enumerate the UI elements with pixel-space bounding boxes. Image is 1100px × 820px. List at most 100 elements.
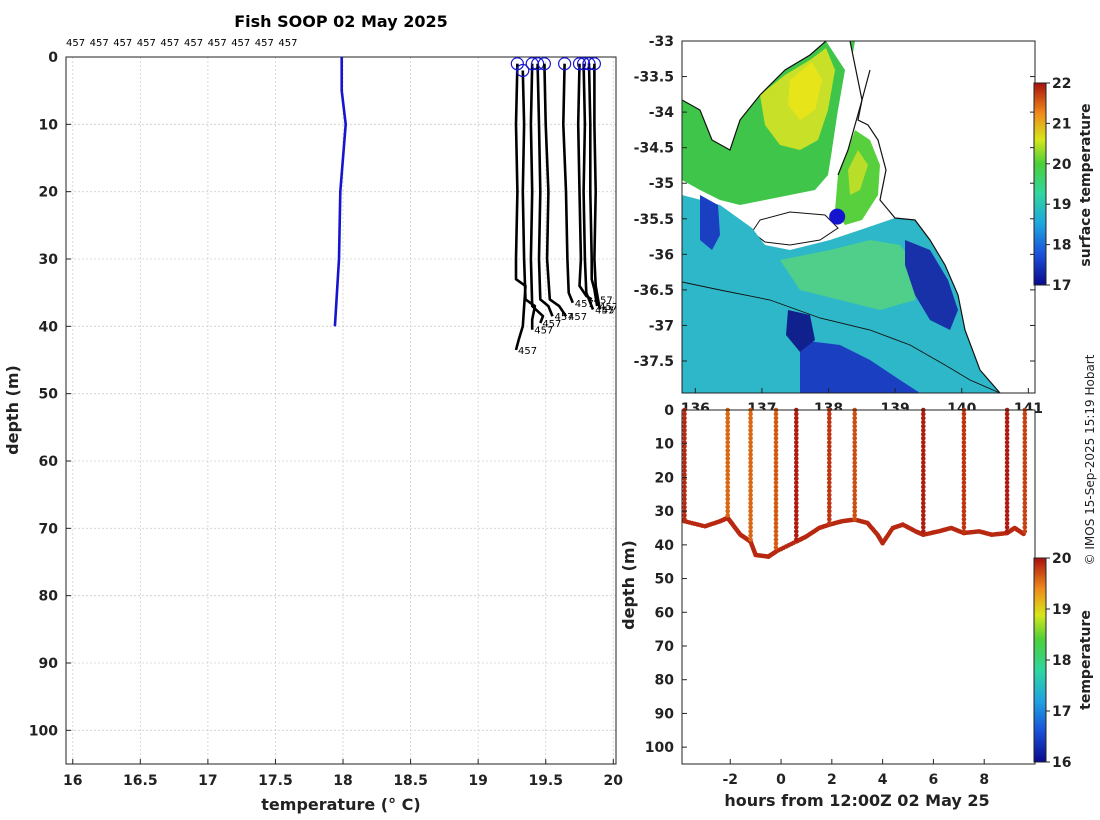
dive-point xyxy=(748,533,753,538)
location-marker xyxy=(829,208,846,225)
profile-x-ticks: 16 16.5 17 17.5 18 18.5 19 19.5 20 xyxy=(63,759,623,789)
top-cast-label: 457 xyxy=(113,38,132,49)
depth-time-y-tick-label: 50 xyxy=(655,572,675,588)
depth-time-y-tick-label: 100 xyxy=(645,740,674,756)
mean-profile-line xyxy=(333,57,348,327)
dive-point xyxy=(682,500,687,506)
dive-point xyxy=(794,432,799,437)
cast-line xyxy=(529,63,545,324)
dive-point xyxy=(682,488,687,494)
dive-point xyxy=(748,521,753,526)
dive-point xyxy=(827,460,832,465)
dive-point xyxy=(794,468,799,474)
dive-point xyxy=(1004,496,1010,502)
dive-point xyxy=(748,456,753,461)
top-cast-labels: 457 457 457 457 457 457 457 457 457 457 xyxy=(66,38,297,49)
dive-point xyxy=(1004,432,1010,437)
map-lat-tick-label: -33 xyxy=(649,34,674,50)
top-cast-label: 457 xyxy=(90,38,109,49)
dive-point xyxy=(1004,415,1010,421)
dive-point xyxy=(725,488,730,494)
dive-point xyxy=(961,448,967,453)
dive-point xyxy=(748,460,753,465)
dive-point xyxy=(827,423,832,429)
yorke-peninsula xyxy=(826,41,862,175)
dive-point xyxy=(725,492,730,498)
dive-point xyxy=(1004,456,1010,461)
top-cast-label: 457 xyxy=(66,38,85,49)
dive-point xyxy=(921,476,926,482)
dive-point xyxy=(961,529,967,534)
dive-point xyxy=(827,415,832,421)
dive-point xyxy=(794,476,799,482)
dive-point xyxy=(1022,419,1028,425)
dive-point xyxy=(748,411,753,417)
dive-point xyxy=(852,500,857,506)
dive-point xyxy=(1022,521,1028,526)
dive-point xyxy=(921,456,926,461)
dive-point xyxy=(682,472,687,478)
dive-point xyxy=(852,516,857,522)
dive-point xyxy=(921,415,926,421)
dive-point xyxy=(961,444,967,449)
shelf-green-band xyxy=(780,240,920,310)
colorbar-tick-label: 18 xyxy=(1052,653,1071,669)
dive-point xyxy=(794,492,799,498)
dive-point xyxy=(773,423,779,429)
cold-offshore-patch xyxy=(800,340,920,393)
dive-point xyxy=(921,440,926,445)
profile-x-tick-label: 19.5 xyxy=(528,773,563,789)
dive-point xyxy=(852,415,857,421)
dive-point xyxy=(773,460,779,465)
dive-point xyxy=(961,484,967,490)
dive-point xyxy=(682,444,687,449)
colorbar-tick-label: 17 xyxy=(1052,704,1071,720)
sst-map-field xyxy=(682,41,1035,393)
dive-point xyxy=(827,440,832,445)
dive-point xyxy=(773,508,779,514)
dive-point xyxy=(1004,529,1010,534)
dive-point xyxy=(682,415,687,421)
dive-point xyxy=(852,496,857,502)
profile-x-tick-label: 16 xyxy=(63,773,82,789)
dive-point xyxy=(794,525,799,530)
dive-point xyxy=(1022,423,1028,429)
dive-point xyxy=(1022,525,1028,530)
dive-point xyxy=(1004,488,1010,494)
dive-point xyxy=(794,456,799,461)
dive-point xyxy=(1004,521,1010,526)
depth-time-y-tick-label: 80 xyxy=(655,673,675,689)
dive-point xyxy=(1022,415,1028,421)
dive-point xyxy=(921,464,926,469)
profile-y-label: depth (m) xyxy=(3,365,22,455)
dive-point xyxy=(1022,468,1028,474)
dive-point xyxy=(961,432,967,437)
dive-point xyxy=(725,427,730,433)
dive-point xyxy=(794,537,799,542)
colorbar-tick-label: 19 xyxy=(1052,602,1071,618)
coastline-mainland xyxy=(857,69,1001,393)
dive-point xyxy=(725,448,730,453)
dive-point xyxy=(852,464,857,469)
profile-grid xyxy=(66,56,616,764)
dive-point xyxy=(827,432,832,437)
dive-point xyxy=(748,448,753,453)
profile-x-tick-label: 17.5 xyxy=(258,773,293,789)
dive-point xyxy=(1004,504,1010,510)
dive-point xyxy=(773,472,779,478)
dive-point xyxy=(827,436,832,441)
depth-time-y-tick-label: 10 xyxy=(655,437,675,453)
cast-line xyxy=(593,63,602,310)
dive-point xyxy=(725,460,730,465)
dive-point xyxy=(725,456,730,461)
dive-point xyxy=(748,423,753,429)
top-cast-label: 457 xyxy=(208,38,227,49)
dive-point xyxy=(748,488,753,494)
profile-y-tick-label: 70 xyxy=(39,521,59,537)
dive-point xyxy=(852,476,857,482)
coastline-yorke xyxy=(837,41,863,176)
dive-point xyxy=(921,427,926,433)
top-cast-label: 457 xyxy=(137,38,156,49)
depth-time-x-ticks: -2 0 2 4 6 8 xyxy=(722,759,989,788)
